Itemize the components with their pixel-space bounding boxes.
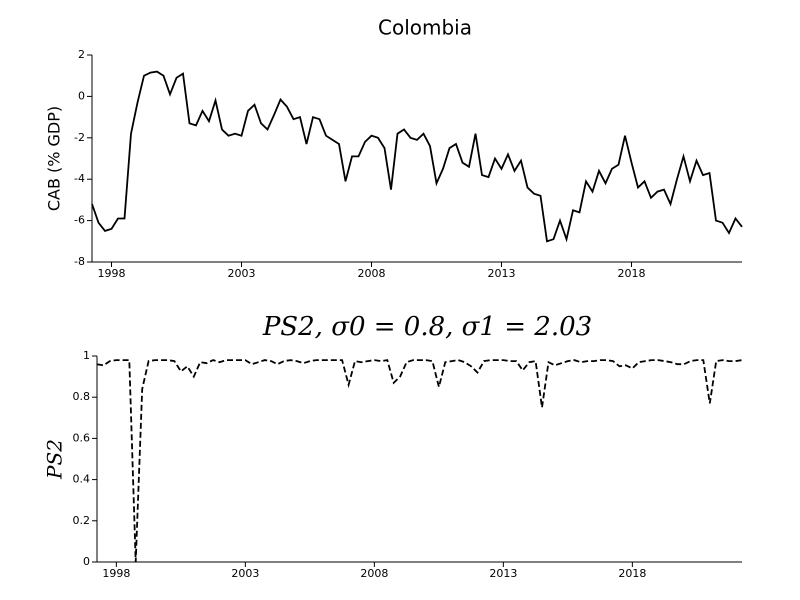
x-tick-label: 2008: [360, 567, 388, 580]
y-tick-label: 0.6: [73, 431, 91, 444]
chart-title: PS2, σ0 = 0.8, σ1 = 2.03: [262, 312, 592, 342]
x-tick-label: 2003: [228, 267, 256, 280]
x-tick-label: 2008: [358, 267, 386, 280]
y-tick-label: 0: [78, 89, 85, 102]
y-tick-label: 1: [83, 349, 90, 362]
y-tick-label: -8: [74, 255, 85, 268]
y-tick-label: 0.2: [73, 514, 91, 527]
x-tick-label: 2013: [489, 567, 517, 580]
x-tick-label: 2018: [618, 567, 646, 580]
series-line: [91, 70, 743, 243]
x-tick-label: 1998: [98, 267, 126, 280]
y-tick-label: -6: [74, 214, 85, 227]
x-tick-label: 2018: [618, 267, 646, 280]
y-tick-label: -2: [74, 131, 85, 144]
y-tick-label: -4: [74, 172, 85, 185]
series-line: [96, 359, 743, 563]
x-tick-label: 2003: [231, 567, 259, 580]
y-tick-label: 0.8: [73, 390, 91, 403]
x-tick-label: 2013: [488, 267, 516, 280]
y-tick-label: 0: [83, 555, 90, 568]
y-tick-label: 2: [78, 48, 85, 61]
chart-title: Colombia: [378, 16, 472, 40]
y-axis-label: PS2: [43, 439, 67, 480]
y-axis-label: CAB (% GDP): [45, 106, 64, 211]
y-tick-label: 0.4: [73, 473, 91, 486]
x-tick-label: 1998: [102, 567, 130, 580]
